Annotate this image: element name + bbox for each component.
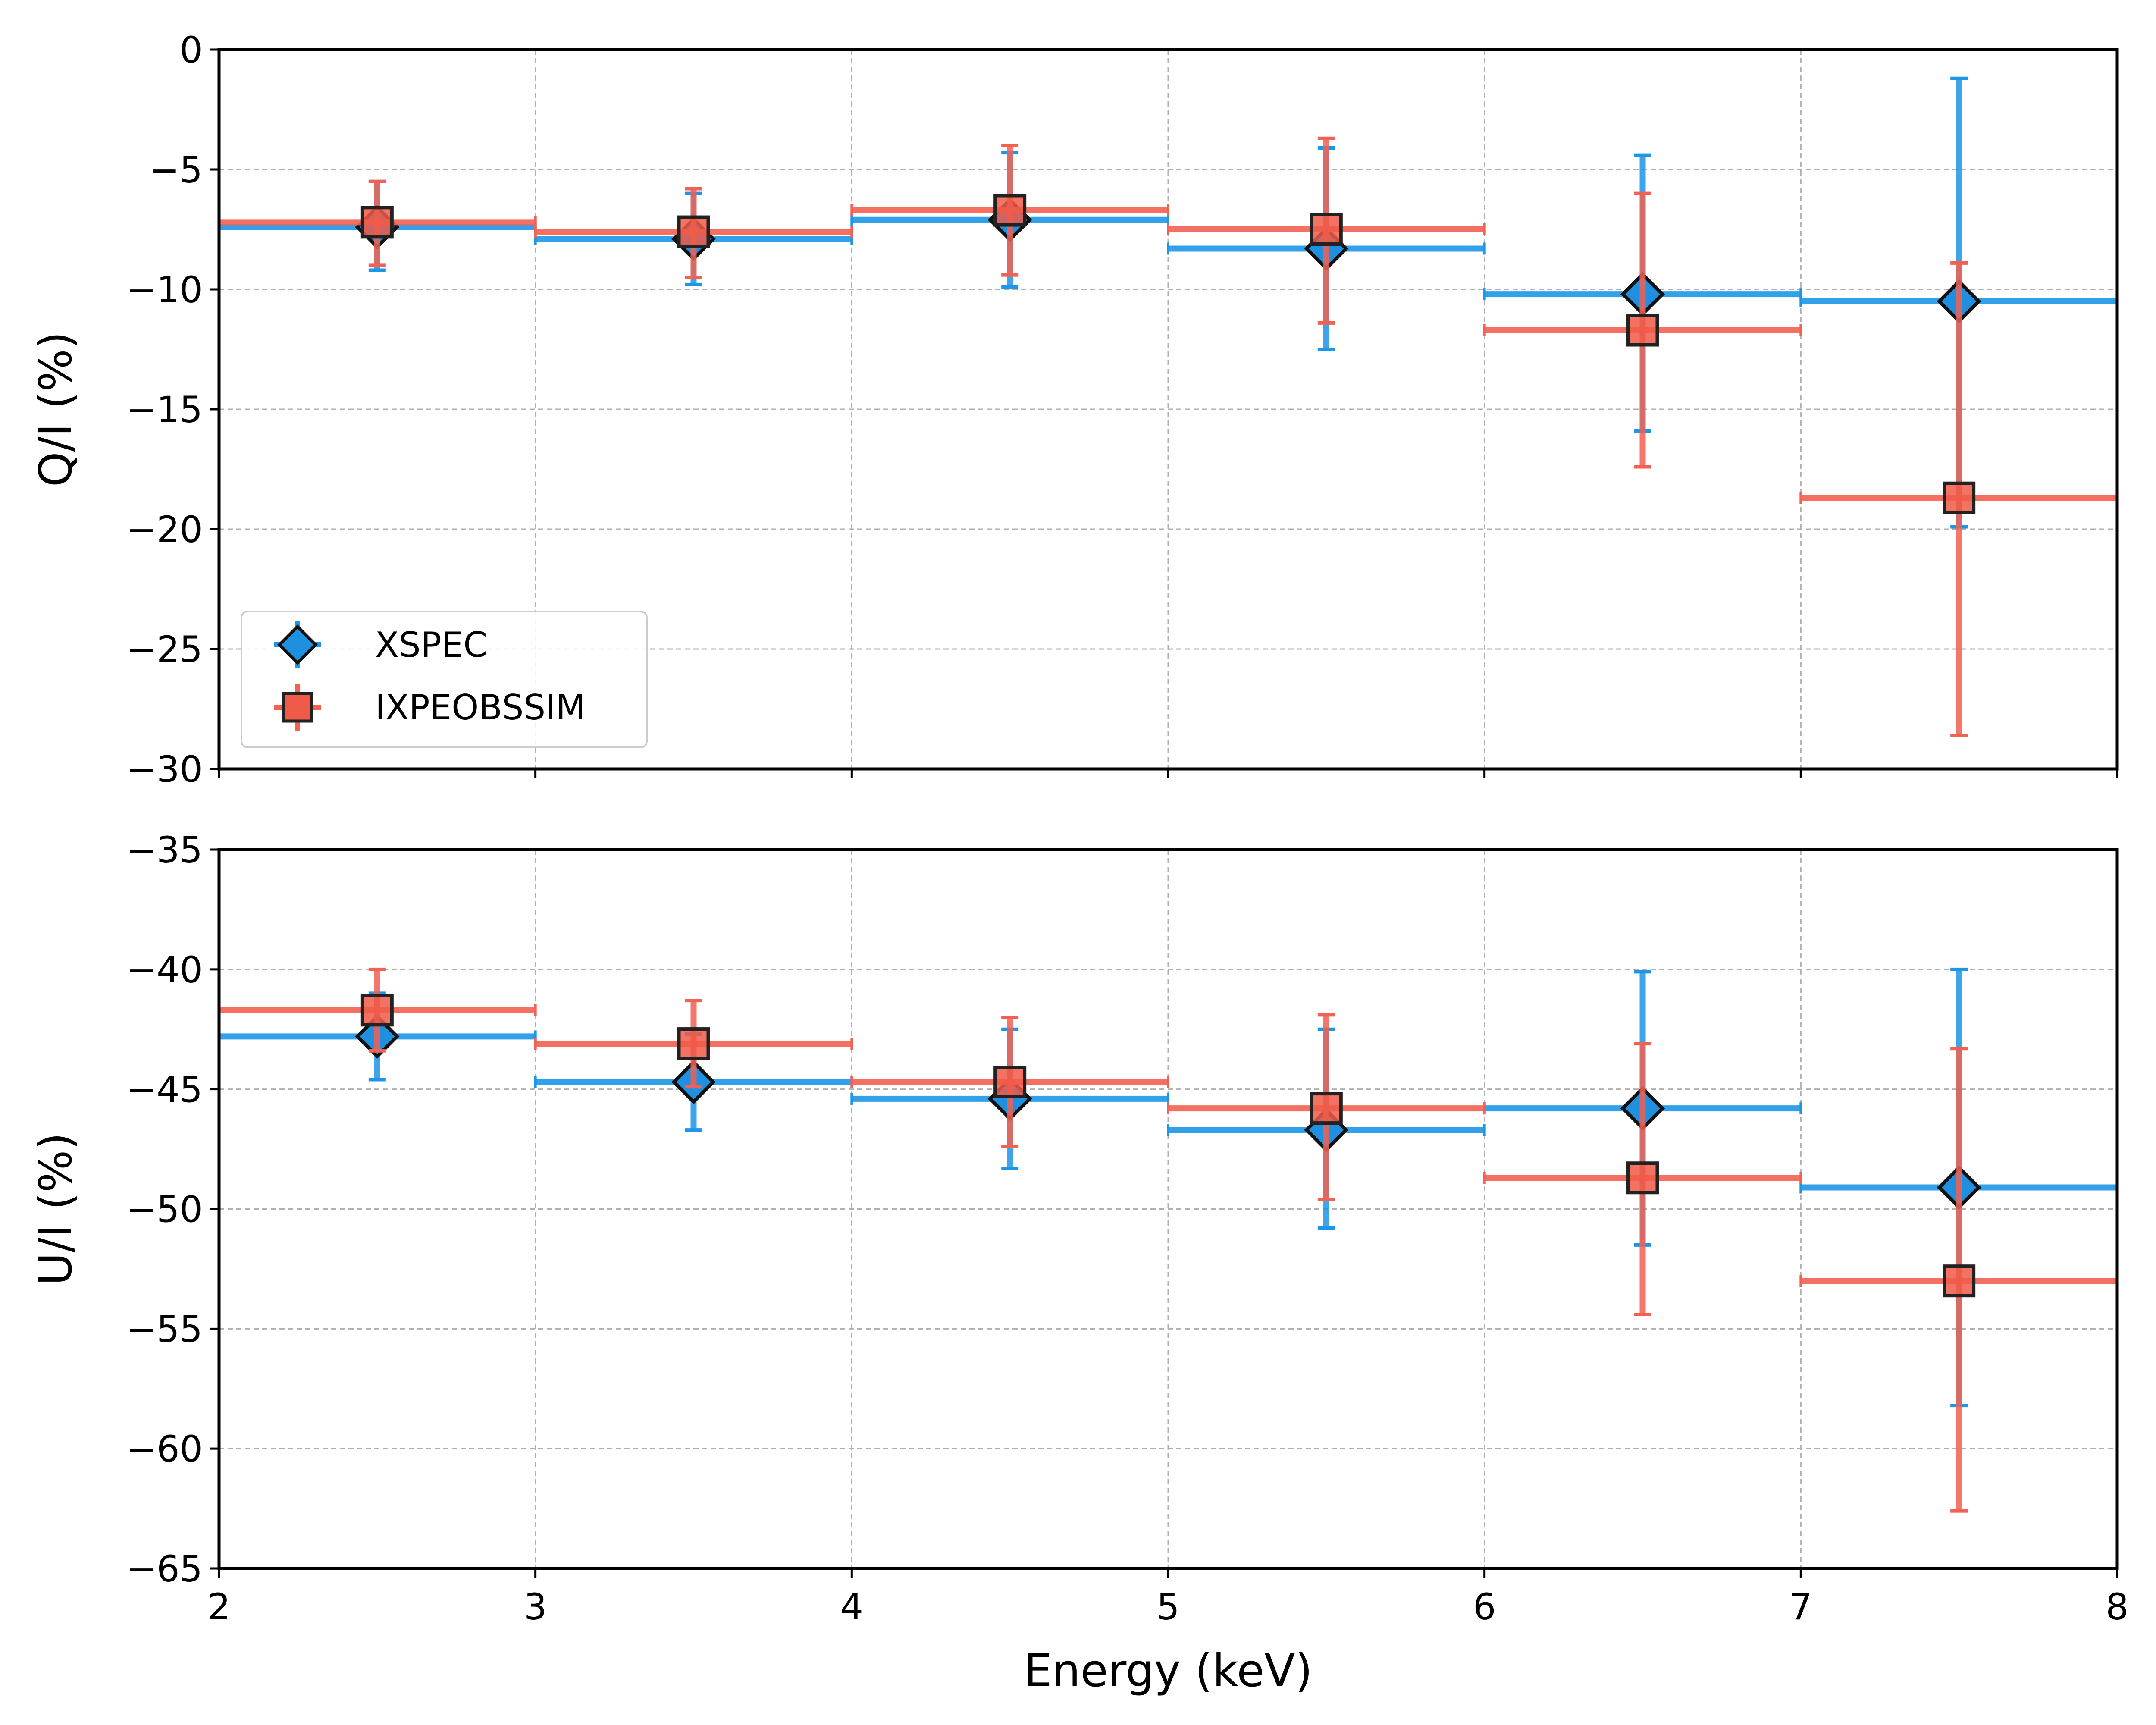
data-point-square	[360, 994, 394, 1027]
data-point-square	[1626, 314, 1659, 347]
y-tick-label: 0	[180, 29, 203, 71]
y-tick-label: −30	[126, 748, 203, 790]
legend-label: XSPEC	[375, 625, 487, 665]
legend-marker-square	[282, 692, 313, 723]
data-point-square	[1626, 1161, 1659, 1195]
y-tick-label: −60	[126, 1428, 203, 1470]
y-tick-label: −45	[126, 1069, 203, 1111]
y-tick-label: −35	[126, 829, 203, 871]
x-tick-label: 2	[207, 1586, 230, 1628]
x-tick-label: 7	[1789, 1586, 1812, 1628]
panel-u-over-i: −35 −40 −45 −50 −55 −60 −652 3 4 5 6 7 8 U/I (%)	[29, 829, 2129, 1628]
data-point-square	[1943, 1264, 1976, 1298]
y-tick-label: −65	[126, 1548, 203, 1590]
y-tick-label: −25	[126, 628, 203, 671]
data-point-square	[360, 206, 394, 239]
data-point-square	[677, 1027, 710, 1060]
data-point-square	[1943, 481, 1976, 514]
panel-q-over-i: 0 −5 −10 −15 −20 −25 −30 Q/I (%)	[29, 29, 2119, 790]
y-tick-label: −20	[126, 508, 203, 551]
data-point-square	[677, 215, 710, 248]
legend-marker-diamond	[277, 624, 318, 665]
data-point-square	[993, 194, 1027, 227]
data-point-square	[1310, 213, 1343, 246]
x-tick-label: 8	[2106, 1586, 2128, 1628]
plot-frame	[217, 48, 2119, 771]
y-tick-label: −15	[126, 389, 203, 431]
x-tick-label: 6	[1473, 1586, 1496, 1628]
x-axis-label: Energy (keV)	[1024, 1644, 1313, 1697]
x-tick-label: 3	[524, 1586, 547, 1628]
y-axis-label: Q/I (%)	[29, 332, 82, 487]
series-ixpeobssim	[218, 967, 2118, 1513]
legend-box	[241, 611, 648, 748]
plot-frame	[217, 848, 2119, 1570]
x-tick-label: 5	[1156, 1586, 1179, 1628]
y-axis-label: U/I (%)	[29, 1132, 82, 1286]
x-tick-label: 4	[840, 1586, 863, 1628]
series-ixpeobssim	[218, 136, 2118, 737]
y-tick-label: −40	[126, 949, 203, 991]
y-tick-label: −50	[126, 1189, 203, 1231]
legend-label: IXPEOBSSIM	[375, 687, 586, 728]
data-point-square	[1310, 1092, 1343, 1125]
legend: XSPEC IXPEOBSSIM	[241, 611, 648, 748]
data-point-square	[993, 1065, 1027, 1098]
y-tick-label: −55	[126, 1308, 203, 1350]
y-tick-label: −5	[149, 149, 203, 191]
y-tick-label: −10	[126, 269, 203, 311]
